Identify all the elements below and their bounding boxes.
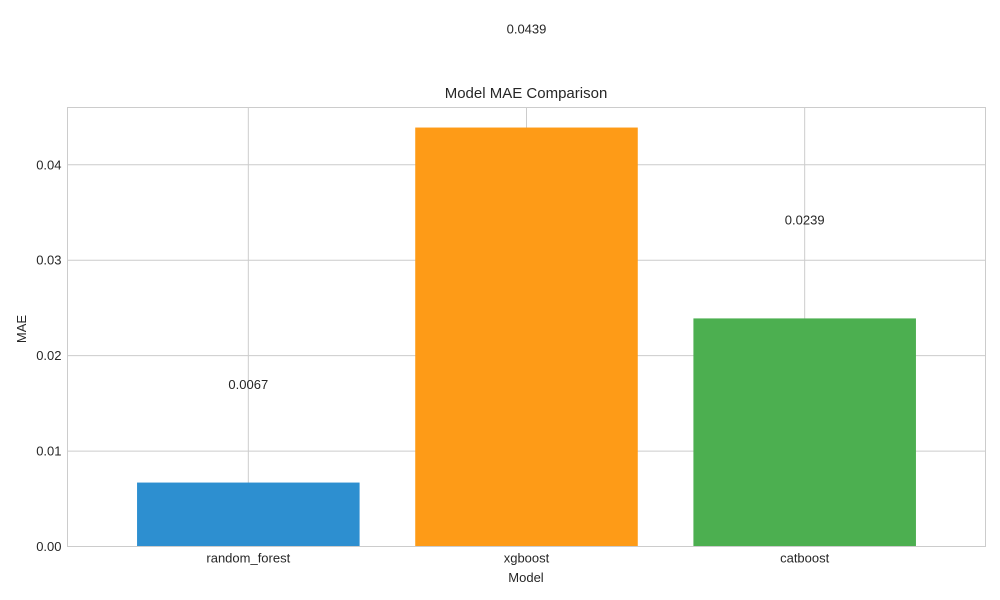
- x-tick-label: catboost: [780, 551, 830, 566]
- bars: [137, 127, 916, 547]
- y-tick-label: 0.03: [36, 253, 61, 268]
- bar-random-forest: [137, 482, 360, 547]
- y-tick-label: 0.04: [36, 157, 61, 172]
- bar-catboost: [693, 318, 916, 547]
- x-tick-label: random_forest: [206, 551, 290, 566]
- y-tick-label: 0.00: [36, 539, 61, 554]
- y-tick-label: 0.01: [36, 444, 61, 459]
- y-axis-ticks: 0.00 0.01 0.02 0.03 0.04: [36, 157, 61, 554]
- bar-value-label: 0.0067: [228, 377, 268, 392]
- y-tick-label: 0.02: [36, 348, 61, 363]
- bar-value-label: 0.0439: [507, 22, 547, 37]
- x-axis-label: Model: [508, 570, 544, 585]
- chart-title: Model MAE Comparison: [445, 85, 608, 102]
- x-tick-label: xgboost: [504, 551, 550, 566]
- bar-xgboost: [415, 127, 638, 547]
- data-labels: 0.0067 0.0439 0.0239: [228, 22, 824, 392]
- x-axis-ticks: random_forest xgboost catboost: [206, 551, 829, 566]
- plot-frame: [67, 107, 986, 547]
- y-axis-label: MAE: [14, 315, 29, 344]
- bar-value-label: 0.0239: [785, 213, 825, 228]
